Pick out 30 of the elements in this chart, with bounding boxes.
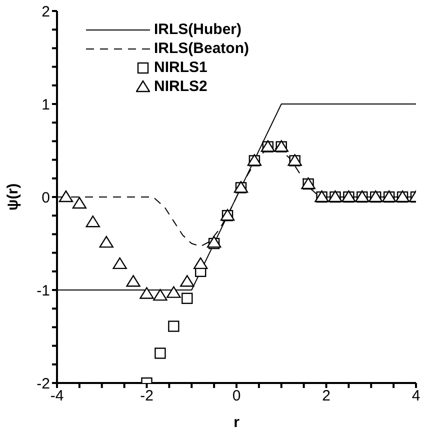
point [182, 292, 193, 304]
y-tick-label: 0 [42, 189, 50, 206]
point [180, 275, 194, 287]
x-axis-title: r [234, 414, 240, 431]
y-tick-label: -1 [36, 282, 50, 300]
y-tick-label: 1 [42, 96, 50, 114]
point [86, 216, 100, 228]
point [126, 275, 140, 287]
legend-label: IRLS(Huber) [154, 21, 242, 38]
y-tick-label: 2 [42, 3, 50, 20]
point [166, 286, 181, 298]
point [72, 196, 87, 209]
point [58, 190, 74, 202]
y-tick-label: -2 [36, 375, 50, 392]
point [168, 320, 180, 332]
legend-label: IRLS(Beaton) [154, 40, 249, 57]
x-tick-label: -2 [140, 388, 154, 405]
x-tick-label: -4 [50, 388, 64, 405]
x-tick-label: 4 [412, 388, 420, 405]
point [194, 257, 208, 270]
y-axis-title: ψ(r) [4, 183, 22, 211]
x-tick-label: 2 [322, 388, 330, 405]
legend-label: NIRLS2 [154, 78, 208, 95]
point [99, 236, 114, 248]
point [154, 348, 166, 359]
point [112, 257, 127, 270]
point [140, 287, 154, 299]
x-tick-label: 0 [232, 388, 241, 405]
legend-label: NIRLS1 [154, 59, 208, 76]
point [153, 288, 168, 301]
